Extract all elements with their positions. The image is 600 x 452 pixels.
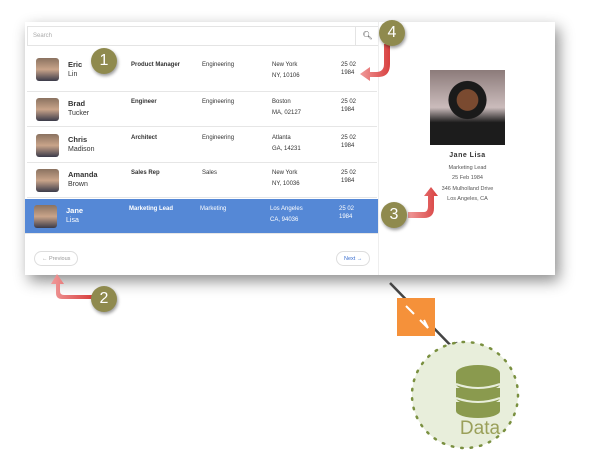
date: 25 02 xyxy=(341,135,357,141)
year: 1984 xyxy=(341,143,355,149)
avatar xyxy=(36,58,59,81)
department: Sales xyxy=(202,170,218,176)
year: 1984 xyxy=(341,70,355,76)
date: 25 02 xyxy=(341,99,357,105)
first-name: Eric xyxy=(68,60,83,69)
city: New York xyxy=(272,170,298,176)
table-row[interactable]: Amanda Brown Sales Rep Sales New York NY… xyxy=(27,163,377,198)
avatar xyxy=(34,205,57,228)
callout-arrow-icon xyxy=(51,274,92,299)
last-name: Madison xyxy=(68,146,95,153)
year: 1984 xyxy=(341,178,355,184)
search-icon[interactable]: 🔍︎ xyxy=(355,26,379,46)
detail-role: Marketing Lead xyxy=(448,165,487,171)
first-name: Chris xyxy=(68,135,88,144)
table-row[interactable]: Brad Tucker Engineer Engineering Boston … xyxy=(27,92,377,127)
role: Engineer xyxy=(131,99,157,105)
role: Marketing Lead xyxy=(129,206,174,212)
role: Sales Rep xyxy=(131,170,160,176)
year: 1984 xyxy=(339,214,353,220)
city: Boston xyxy=(272,99,291,105)
city: New York xyxy=(272,62,298,68)
next-button[interactable]: Next → xyxy=(336,251,371,266)
profile-photo xyxy=(430,70,505,145)
department: Marketing xyxy=(200,206,227,212)
detail-address: 346 Mulholland Drive xyxy=(441,186,494,192)
role: Architect xyxy=(131,135,158,141)
callout-badge-4: 4 xyxy=(379,20,405,46)
avatar xyxy=(36,134,59,157)
last-name: Tucker xyxy=(68,110,90,117)
avatar xyxy=(36,169,59,192)
previous-button[interactable]: ← Previous xyxy=(34,251,79,266)
region: CA, 94036 xyxy=(270,217,299,223)
detail-city: Los Angeles, CA xyxy=(447,196,488,202)
first-name: Jane xyxy=(66,206,84,215)
year: 1984 xyxy=(341,107,355,113)
directory-panel: Search 🔍︎ Eric Lin Product Manager Engin… xyxy=(25,22,555,275)
last-name: Brown xyxy=(68,181,88,188)
department: Engineering xyxy=(202,62,235,68)
callout-badge-3: 3 xyxy=(381,202,407,228)
callout-badge-1: 1 xyxy=(91,48,117,74)
database-icon xyxy=(455,365,501,418)
detail-dob: 25 Feb 1984 xyxy=(452,175,483,181)
region: NY, 10036 xyxy=(272,181,300,187)
table-row[interactable]: Chris Madison Architect Engineering Atla… xyxy=(27,128,377,163)
first-name: Amanda xyxy=(68,170,98,179)
detail-pane: Jane Lisa Marketing Lead 25 Feb 1984 346… xyxy=(378,22,555,275)
department: Engineering xyxy=(202,99,235,105)
callout-arrow-icon xyxy=(360,44,390,81)
region: NY, 10106 xyxy=(272,73,300,79)
city: Los Angeles xyxy=(270,206,303,212)
date: 25 02 xyxy=(339,206,355,212)
callout-badge-2: 2 xyxy=(91,286,117,312)
callout-arrow-icon xyxy=(408,187,438,218)
date: 25 02 xyxy=(341,170,357,176)
department: Engineering xyxy=(202,135,235,141)
data-label: Data xyxy=(459,418,501,439)
city: Atlanta xyxy=(272,135,291,141)
last-name: Lisa xyxy=(66,217,79,224)
transform-icon xyxy=(397,298,435,336)
region: MA, 02127 xyxy=(272,110,302,116)
detail-name: Jane Lisa xyxy=(449,152,486,159)
table-row[interactable]: Eric Lin Product Manager Engineering New… xyxy=(27,48,377,92)
role: Product Manager xyxy=(131,62,181,68)
avatar xyxy=(36,98,59,121)
last-name: Lin xyxy=(68,71,78,78)
table-row-selected[interactable]: Jane Lisa Marketing Lead Marketing Los A… xyxy=(25,199,378,234)
date: 25 02 xyxy=(341,62,357,68)
region: GA, 14231 xyxy=(272,146,301,152)
first-name: Brad xyxy=(68,99,86,108)
